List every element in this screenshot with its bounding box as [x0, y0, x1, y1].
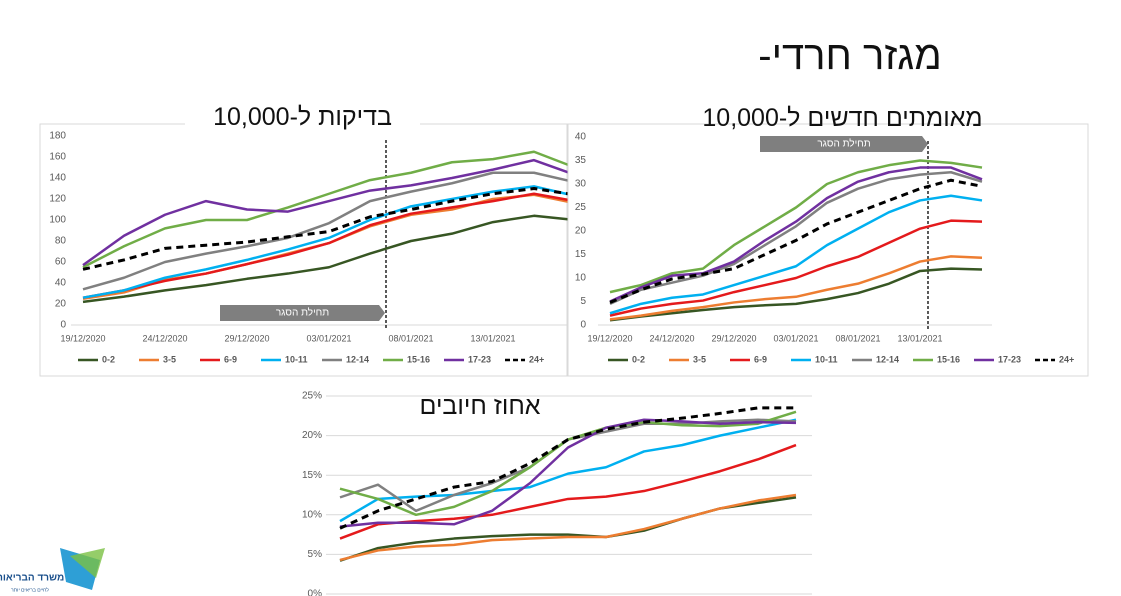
y-tick-label: 20%	[302, 430, 322, 441]
annotation-arrow	[220, 305, 385, 321]
y-tick-label: 0%	[308, 589, 323, 596]
series-line	[609, 166, 983, 303]
x-tick-label: 13/01/2021	[470, 333, 515, 343]
x-tick-label: 03/01/2021	[306, 333, 351, 343]
y-tick-label: 20	[55, 299, 67, 310]
annotation-label: תחילת הסגר	[817, 138, 870, 150]
legend-label: 3-5	[693, 354, 706, 364]
legend-label: 12-14	[346, 354, 369, 364]
series-line	[82, 150, 576, 269]
y-tick-label: 0	[60, 320, 66, 331]
logo-shape	[70, 548, 105, 578]
legend-label: 10-11	[285, 354, 308, 364]
series-line	[609, 178, 983, 304]
legend-label: 10-11	[815, 354, 838, 364]
logo-name: משרד הבריאות	[0, 573, 64, 584]
legend-label: 17-23	[998, 354, 1021, 364]
x-tick-label: 29/12/2020	[224, 333, 269, 343]
y-tick-label: 25	[575, 202, 587, 213]
x-tick-label: 24/12/2020	[649, 333, 694, 343]
chart-title: מאומתים חדשים ל-10,000	[702, 104, 983, 132]
logo: משרד הבריאות לחיים בריאים יותר	[0, 548, 105, 593]
chart-frame	[567, 123, 1089, 377]
x-tick-label: 19/12/2020	[587, 333, 632, 343]
chart-frame	[298, 378, 828, 596]
series-line	[339, 443, 797, 540]
annotation-arrow	[760, 136, 928, 152]
y-tick-label: 160	[49, 152, 66, 163]
series-line	[82, 187, 576, 271]
y-tick-label: 60	[55, 257, 67, 268]
y-tick-label: 35	[575, 155, 587, 166]
x-tick-label: 19/12/2020	[60, 333, 105, 343]
x-tick-label: 24/12/2020	[142, 333, 187, 343]
slide-title: מגזר חרדי-	[758, 34, 942, 78]
series-line	[609, 267, 983, 322]
series-line	[82, 192, 576, 299]
y-tick-label: 40	[575, 132, 587, 143]
series-line	[339, 493, 797, 562]
series-line	[339, 418, 797, 528]
chart-title: בדיקות ל-10,000	[185, 101, 420, 133]
series-line	[609, 194, 983, 315]
legend-label: 24+	[529, 354, 544, 364]
series-line	[82, 171, 576, 291]
y-tick-label: 180	[49, 131, 66, 142]
series-line	[609, 255, 983, 321]
series-line	[82, 214, 576, 304]
x-tick-label: 13/01/2021	[897, 333, 942, 343]
legend-label: 17-23	[468, 354, 491, 364]
legend-label: 12-14	[876, 354, 899, 364]
legend-label: 15-16	[407, 354, 430, 364]
x-tick-label: 08/01/2021	[388, 333, 433, 343]
legend-label: 6-9	[754, 354, 767, 364]
y-tick-label: 15	[575, 249, 587, 260]
x-tick-label: 29/12/2020	[711, 333, 756, 343]
series-line	[82, 185, 576, 299]
y-tick-label: 0	[580, 320, 586, 331]
y-tick-label: 100	[49, 215, 66, 226]
y-tick-label: 40	[55, 278, 67, 289]
legend-label: 15-16	[937, 354, 960, 364]
legend-label: 24+	[1059, 354, 1074, 364]
series-line	[609, 171, 983, 305]
y-tick-label: 30	[575, 179, 587, 190]
y-tick-label: 10	[575, 273, 587, 284]
y-tick-label: 140	[49, 173, 66, 184]
legend-label: 6-9	[224, 354, 237, 364]
y-tick-label: 120	[49, 194, 66, 205]
y-tick-label: 10%	[302, 509, 322, 520]
y-tick-label: 20	[575, 226, 587, 237]
y-tick-label: 5	[580, 296, 586, 307]
x-tick-label: 08/01/2021	[835, 333, 880, 343]
y-tick-label: 15%	[302, 470, 322, 481]
annotation-label: תחילת הסגר	[276, 307, 329, 319]
series-line	[339, 406, 796, 530]
x-tick-label: 03/01/2021	[773, 333, 818, 343]
series-line	[339, 418, 797, 523]
legend-label: 3-5	[163, 354, 176, 364]
chart-title: אחוז חיובים	[419, 392, 541, 420]
series-line	[82, 158, 576, 267]
legend-label: 0-2	[632, 354, 645, 364]
logo-tagline: לחיים בריאים יותר	[11, 586, 49, 593]
legend-label: 0-2	[102, 354, 115, 364]
series-line	[609, 159, 983, 294]
series-line	[609, 219, 983, 317]
y-tick-label: 5%	[308, 549, 323, 560]
y-tick-label: 80	[55, 236, 67, 247]
y-tick-label: 25%	[302, 391, 322, 402]
